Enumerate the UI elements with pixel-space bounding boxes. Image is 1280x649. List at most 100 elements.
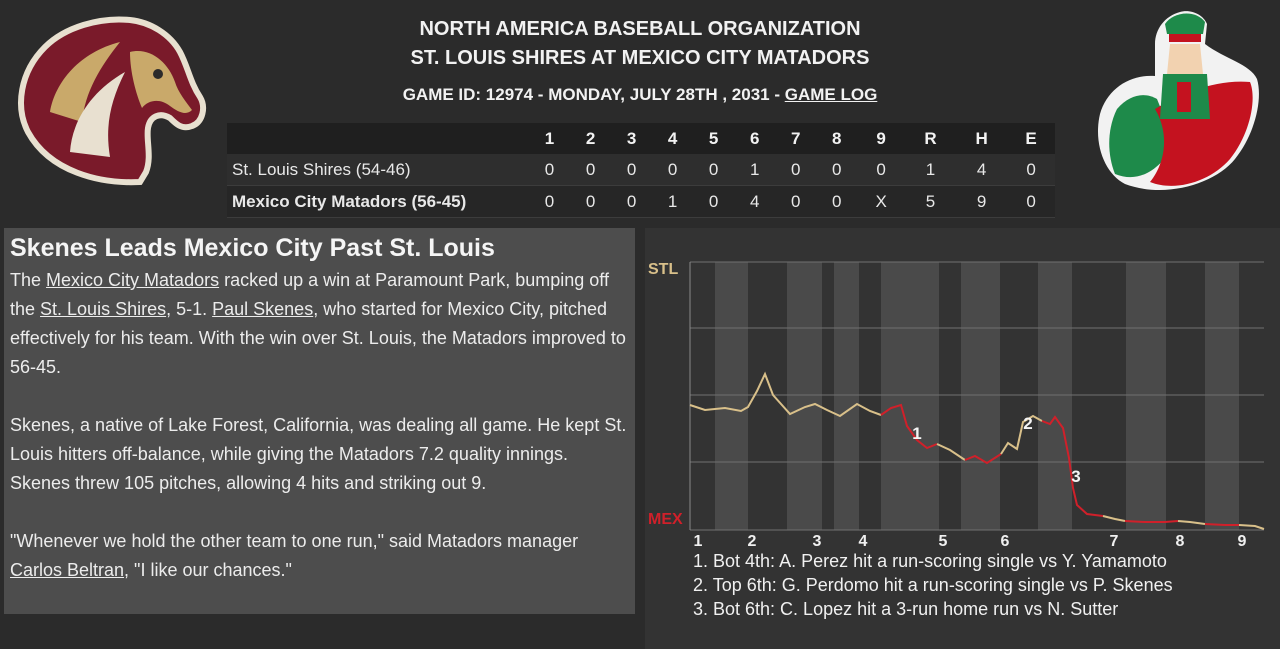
mex-series-line bbox=[1204, 523, 1239, 526]
inning-1-header: 1 bbox=[529, 123, 571, 154]
inning-4-header: 4 bbox=[652, 123, 694, 154]
away-team-link[interactable]: St. Louis Shires bbox=[40, 299, 167, 319]
inning-9-header: 9 bbox=[857, 123, 905, 154]
score-cell: 1 bbox=[734, 154, 776, 186]
x-tick-label: 8 bbox=[1176, 533, 1185, 550]
score-cell: 0 bbox=[652, 154, 694, 186]
key-event: 3. Bot 6th: C. Lopez hit a 3-run home ru… bbox=[693, 599, 1119, 619]
x-tick-label: 7 bbox=[1110, 533, 1119, 550]
team-name: St. Louis Shires (54-46) bbox=[227, 154, 529, 186]
half-inning-stripe bbox=[961, 262, 1000, 530]
score-cell: 0 bbox=[775, 185, 817, 218]
x-tick-label: 5 bbox=[939, 533, 948, 550]
inning-2-header: 2 bbox=[570, 123, 612, 154]
story-paragraph: Skenes, a native of Lake Forest, Califor… bbox=[10, 415, 627, 493]
event-marker: 2 bbox=[1023, 414, 1032, 433]
game-info-text: GAME ID: 12974 - MONDAY, JULY 28TH , 203… bbox=[402, 85, 785, 104]
errors-header: E bbox=[1007, 123, 1055, 154]
organization-title: NORTH AMERICA BASEBALL ORGANIZATION bbox=[419, 18, 861, 40]
x-tick-label: 6 bbox=[1001, 533, 1010, 550]
win-probability-svg: STL MEX 1 2 3 4 5 6 7 8 9 1 2 3 bbox=[648, 261, 1265, 550]
horse-head-logo bbox=[18, 16, 207, 186]
half-inning-stripe bbox=[1126, 262, 1166, 530]
score-cell: 0 bbox=[857, 154, 905, 186]
inning-3-header: 3 bbox=[611, 123, 653, 154]
score-cell: 0 bbox=[693, 185, 735, 218]
score-cell: 0 bbox=[529, 154, 571, 186]
hits-cell: 9 bbox=[956, 185, 1008, 218]
score-cell: 4 bbox=[734, 185, 776, 218]
key-event: 1. Bot 4th: A. Perez hit a run-scoring s… bbox=[693, 551, 1167, 571]
stl-series-line bbox=[1238, 524, 1265, 530]
team-column-header bbox=[227, 123, 529, 154]
stl-series-line bbox=[1000, 414, 1043, 455]
inning-6-header: 6 bbox=[734, 123, 776, 154]
x-tick-label: 1 bbox=[694, 533, 703, 550]
story-headline: Skenes Leads Mexico City Past St. Louis bbox=[10, 234, 495, 262]
score-cell: 0 bbox=[570, 154, 612, 186]
table-row: Mexico City Matadors (56-45) 0 0 0 1 0 4… bbox=[227, 185, 1055, 218]
score-cell: 0 bbox=[693, 154, 735, 186]
story-text: "Whenever we hold the other team to one … bbox=[10, 531, 579, 551]
mex-axis-label: MEX bbox=[648, 511, 683, 528]
errors-cell: 0 bbox=[1007, 154, 1055, 186]
win-probability-chart: STL MEX 1 2 3 4 5 6 7 8 9 1 2 3 1. Bot 4th: A. Perez … bbox=[645, 228, 1280, 649]
boxscore-header-row: 1 2 3 4 5 6 7 8 9 R H E bbox=[227, 123, 1055, 154]
score-cell: 0 bbox=[611, 185, 653, 218]
score-cell: 0 bbox=[611, 154, 653, 186]
game-info: GAME ID: 12974 - MONDAY, JULY 28TH , 203… bbox=[0, 85, 1280, 105]
inning-8-header: 8 bbox=[816, 123, 858, 154]
errors-cell: 0 bbox=[1007, 185, 1055, 218]
stl-axis-label: STL bbox=[648, 261, 678, 278]
score-cell: 0 bbox=[529, 185, 571, 218]
story-text: , "I like our chances." bbox=[124, 560, 292, 580]
hits-cell: 4 bbox=[956, 154, 1008, 186]
x-tick-label: 4 bbox=[859, 533, 868, 550]
story-text: , 5-1. bbox=[166, 299, 213, 319]
manager-link[interactable]: Carlos Beltran bbox=[10, 560, 125, 580]
score-cell: X bbox=[857, 185, 905, 218]
game-story: Skenes Leads Mexico City Past St. Louis … bbox=[4, 228, 635, 614]
stl-series-line bbox=[1177, 520, 1206, 525]
story-text: , who started for Mexico City, pitched e… bbox=[10, 299, 626, 377]
score-cell: 1 bbox=[652, 185, 694, 218]
team-name: Mexico City Matadors (56-45) bbox=[227, 185, 529, 218]
boxscore-table: 1 2 3 4 5 6 7 8 9 R H E St. Louis Shires… bbox=[227, 123, 1055, 218]
table-row: St. Louis Shires (54-46) 0 0 0 0 0 1 0 0… bbox=[227, 154, 1055, 186]
half-inning-stripe bbox=[715, 262, 748, 530]
stl-series-line bbox=[1102, 515, 1126, 522]
game-log-link[interactable]: GAME LOG bbox=[784, 85, 878, 104]
story-text: racked up a win at Paramount Park, bumpi… bbox=[10, 270, 609, 319]
hits-header: H bbox=[956, 123, 1008, 154]
mex-series-line bbox=[880, 403, 938, 450]
runs-header: R bbox=[904, 123, 957, 154]
inning-5-header: 5 bbox=[693, 123, 735, 154]
story-body: The Mexico City Matadors racked up a win… bbox=[10, 266, 632, 614]
key-events-list: 1. Bot 4th: A. Perez hit a run-scoring s… bbox=[693, 549, 1173, 621]
x-tick-label: 2 bbox=[748, 533, 757, 550]
half-inning-stripe bbox=[834, 262, 859, 530]
half-inning-stripe bbox=[881, 262, 939, 530]
inning-7-header: 7 bbox=[775, 123, 817, 154]
half-inning-stripe bbox=[787, 262, 822, 530]
runs-cell: 5 bbox=[904, 185, 957, 218]
story-paragraph: "Whenever we hold the other team to one … bbox=[10, 527, 632, 585]
score-cell: 0 bbox=[775, 154, 817, 186]
score-cell: 0 bbox=[816, 154, 858, 186]
half-inning-stripe bbox=[1038, 262, 1072, 530]
mex-series-line bbox=[1041, 415, 1104, 517]
x-tick-label: 9 bbox=[1238, 533, 1247, 550]
runs-cell: 1 bbox=[904, 154, 957, 186]
x-tick-label: 3 bbox=[813, 533, 822, 550]
stl-series-line bbox=[936, 443, 966, 461]
stl-series-line bbox=[689, 371, 882, 418]
matchup-title: ST. LOUIS SHIRES AT MEXICO CITY MATADORS bbox=[410, 47, 870, 69]
half-inning-stripe bbox=[1205, 262, 1239, 530]
player-link[interactable]: Paul Skenes bbox=[212, 299, 314, 319]
story-text: The bbox=[10, 270, 47, 290]
matador-logo bbox=[1097, 11, 1259, 190]
home-team-link[interactable]: Mexico City Matadors bbox=[46, 270, 220, 290]
key-event: 2. Top 6th: G. Perdomo hit a run-scoring… bbox=[693, 575, 1173, 595]
event-marker: 3 bbox=[1071, 467, 1080, 486]
score-cell: 0 bbox=[570, 185, 612, 218]
